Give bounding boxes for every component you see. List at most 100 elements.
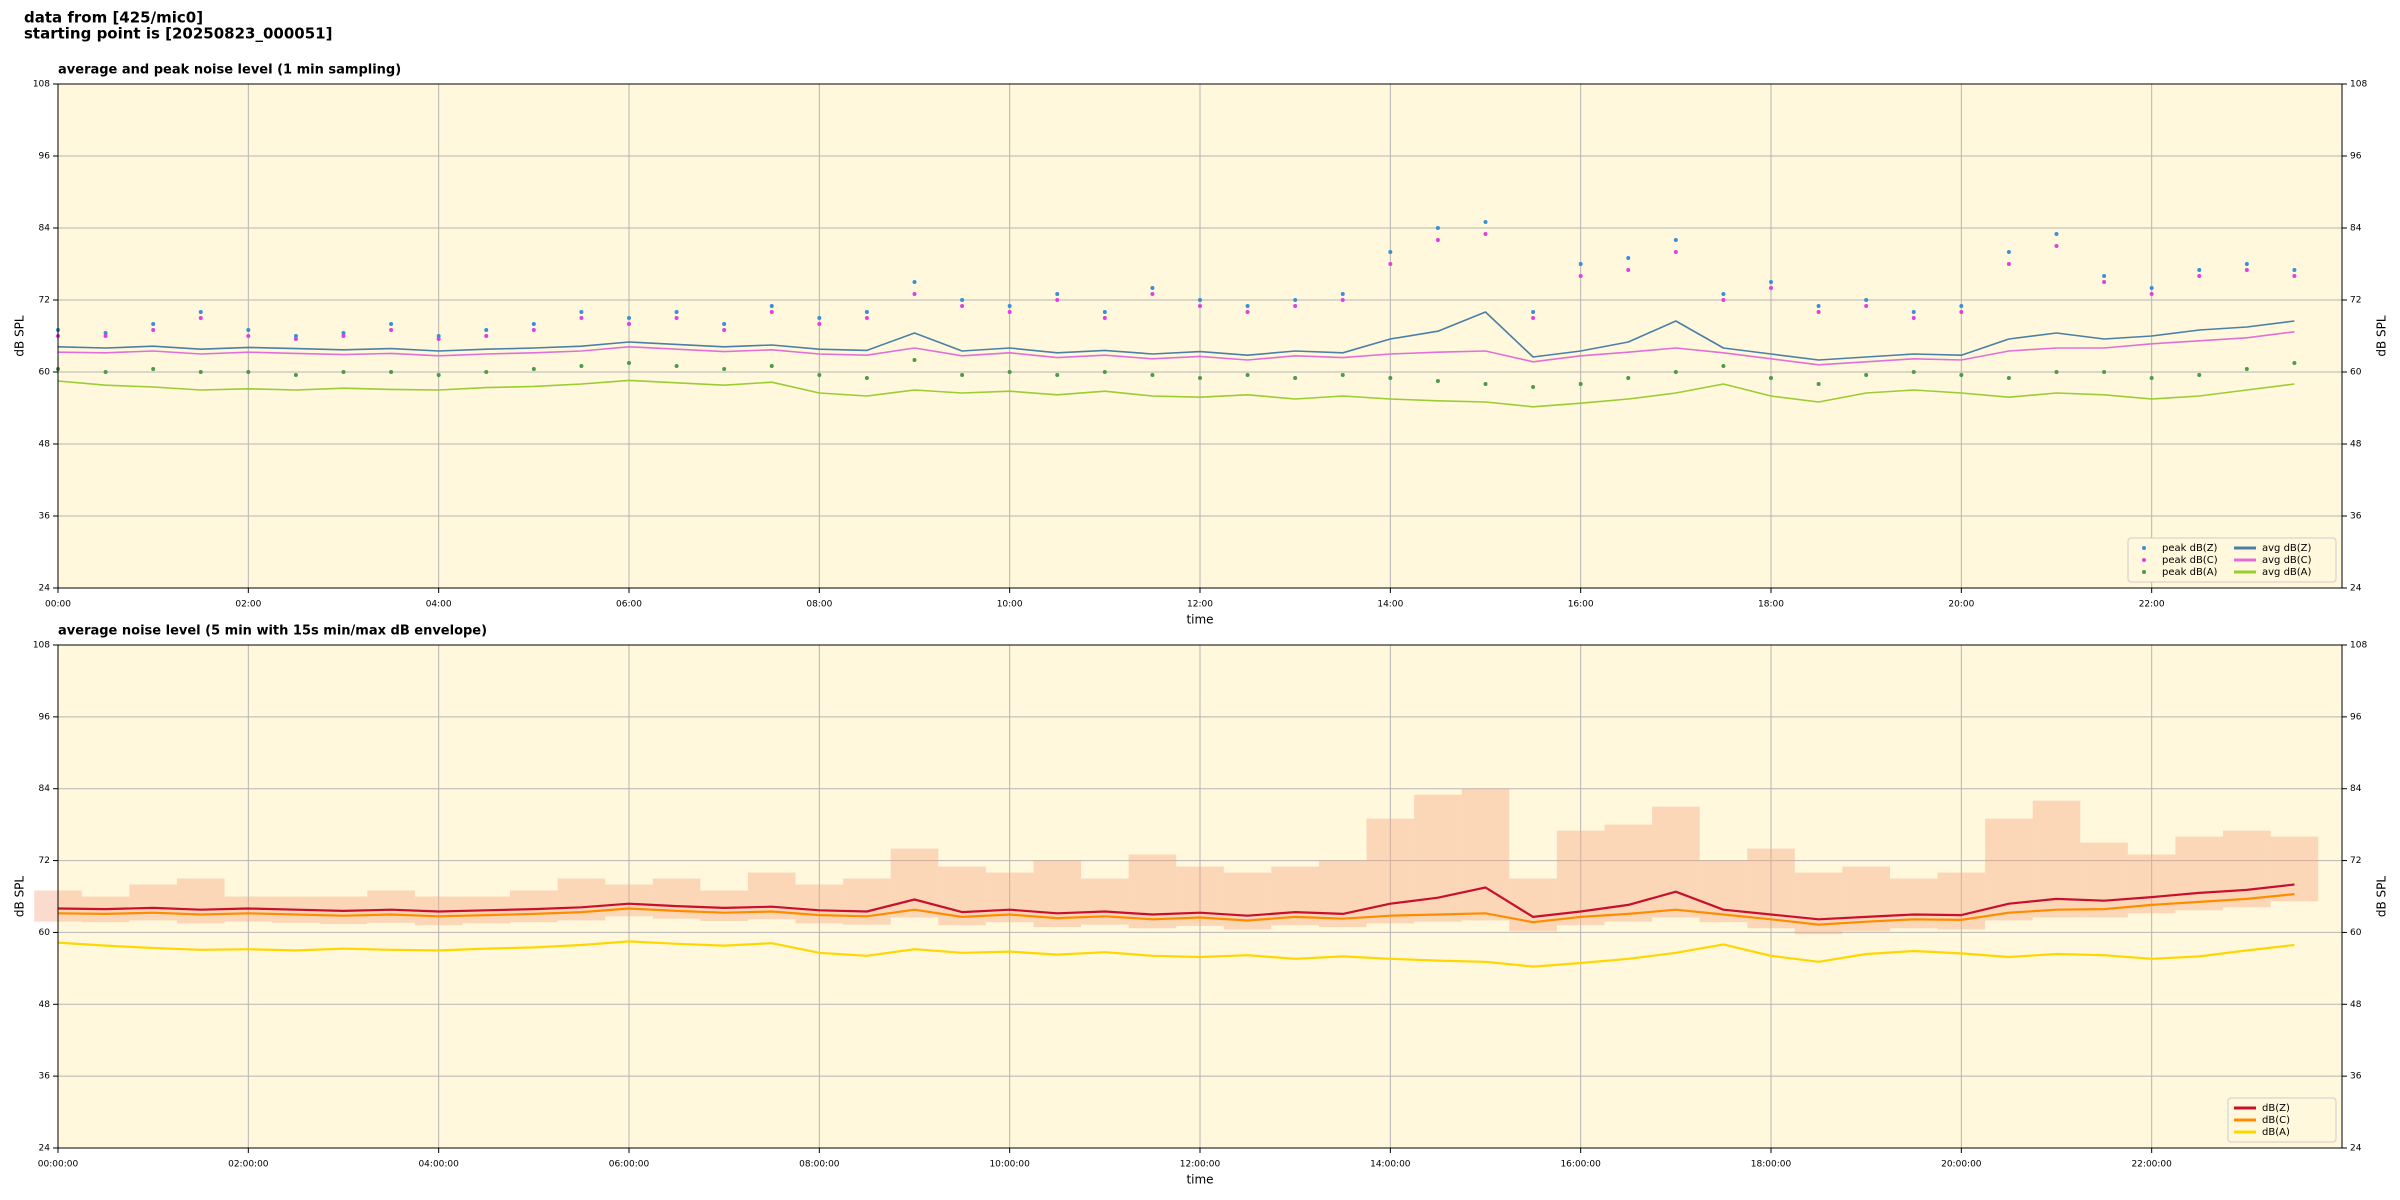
legend-label: avg dB(A) — [2262, 567, 2312, 578]
peak-point — [960, 373, 965, 377]
x-tick-label: 08:00 — [806, 600, 832, 610]
peak-point — [2006, 376, 2011, 380]
envelope-band — [1318, 860, 1367, 928]
peak-point — [817, 322, 822, 326]
peak-point — [912, 292, 917, 296]
peak-point — [389, 322, 394, 326]
peak-point — [1531, 310, 1536, 314]
peak-point — [1578, 262, 1583, 266]
y2-tick-label: 48 — [2350, 440, 2362, 450]
x-tick-label: 00:00 — [45, 600, 71, 610]
peak-point — [1673, 370, 1678, 374]
x-tick-label: 18:00:00 — [1751, 1160, 1792, 1170]
x-tick-label: 00:00:00 — [38, 1160, 79, 1170]
peak-point — [674, 316, 679, 320]
envelope-band — [129, 884, 177, 921]
peak-point — [2292, 268, 2297, 272]
peak-point — [2292, 361, 2297, 365]
peak-point — [579, 310, 584, 314]
peak-point — [151, 367, 156, 371]
peak-point — [1198, 298, 1202, 302]
y-tick-label: 96 — [39, 152, 51, 162]
envelope-band — [890, 848, 939, 918]
y-tick-label: 84 — [39, 784, 51, 794]
x-tick-label: 16:00 — [1568, 600, 1594, 610]
subplot: 24 36 48 60 72 84 96 108 24 36 48 60 72 84 96 108 00:00:… — [13, 624, 2389, 1187]
peak-point — [1007, 370, 1012, 374]
x-tick-label: 20:00 — [1948, 600, 1974, 610]
peak-point — [579, 316, 584, 320]
peak-point — [1531, 385, 1536, 389]
legend-label: dB(Z) — [2262, 1103, 2290, 1114]
x-tick-label: 14:00 — [1377, 600, 1403, 610]
peak-point — [1483, 232, 1488, 236]
x-tick-label: 20:00:00 — [1941, 1160, 1982, 1170]
peak-point — [246, 334, 251, 338]
peak-point — [1150, 286, 1155, 290]
peak-point — [2149, 376, 2154, 380]
peak-point — [1673, 238, 1678, 242]
legend-swatch — [2142, 558, 2146, 562]
peak-point — [2102, 370, 2107, 374]
y2-axis-label: dB SPL — [2375, 876, 2389, 918]
peak-point — [2197, 268, 2202, 272]
envelope-band — [2270, 836, 2319, 902]
peak-point — [817, 373, 822, 377]
peak-point — [1911, 316, 1916, 320]
envelope-band — [557, 878, 606, 921]
series-line — [57, 379, 2295, 408]
x-tick-label: 08:00:00 — [799, 1160, 840, 1170]
peak-point — [1007, 310, 1012, 314]
legend-label: dB(A) — [2262, 1127, 2290, 1138]
peak-point — [1959, 373, 1964, 377]
peak-point — [864, 316, 869, 320]
legend-label: peak dB(Z) — [2162, 543, 2218, 554]
envelope-band — [510, 890, 558, 923]
peak-point — [1626, 376, 1631, 380]
series-line — [57, 940, 2295, 968]
peak-point — [1864, 298, 1869, 302]
y2-tick-label: 24 — [2350, 584, 2362, 594]
peak-point — [1388, 262, 1393, 266]
envelope-band — [605, 884, 653, 917]
peak-point — [484, 334, 489, 338]
peak-point — [103, 334, 108, 338]
y-tick-label: 48 — [39, 440, 51, 450]
peak-point — [1864, 373, 1869, 377]
envelope-band — [2175, 836, 2224, 911]
peak-point — [2244, 262, 2249, 266]
peak-point — [1055, 292, 1060, 296]
peak-point — [389, 328, 394, 332]
envelope-band — [1271, 866, 1319, 926]
peak-point — [722, 367, 727, 371]
peak-point — [674, 364, 679, 368]
y-tick-label: 108 — [33, 641, 50, 651]
peak-point — [531, 322, 536, 326]
peak-point — [1102, 316, 1107, 320]
y-tick-label: 36 — [39, 1072, 51, 1082]
peak-point — [722, 322, 727, 326]
peak-point — [198, 310, 203, 314]
x-tick-label: 12:00:00 — [1180, 1160, 1221, 1170]
peak-point — [198, 316, 203, 320]
envelope-band — [1461, 788, 1510, 921]
peak-point — [2244, 367, 2249, 371]
x-tick-label: 22:00 — [2139, 600, 2165, 610]
peak-point — [1102, 370, 1107, 374]
y2-tick-label: 96 — [2350, 712, 2362, 722]
peak-point — [627, 361, 631, 365]
subplot: 24 36 48 60 72 84 96 108 24 36 48 60 72 84 96 108 00:00 0… — [13, 63, 2389, 627]
peak-point — [1911, 370, 1916, 374]
y-tick-label: 84 — [39, 224, 51, 234]
peak-point — [1293, 298, 1298, 302]
peak-point — [769, 304, 774, 308]
peak-point — [198, 370, 203, 374]
peak-point — [1340, 298, 1345, 302]
peak-point — [1816, 382, 1821, 386]
peak-point — [341, 370, 346, 374]
plot-frame — [57, 644, 2343, 1149]
peak-point — [2054, 370, 2059, 374]
x-tick-label: 04:00:00 — [418, 1160, 459, 1170]
envelope-band — [1128, 854, 1177, 929]
